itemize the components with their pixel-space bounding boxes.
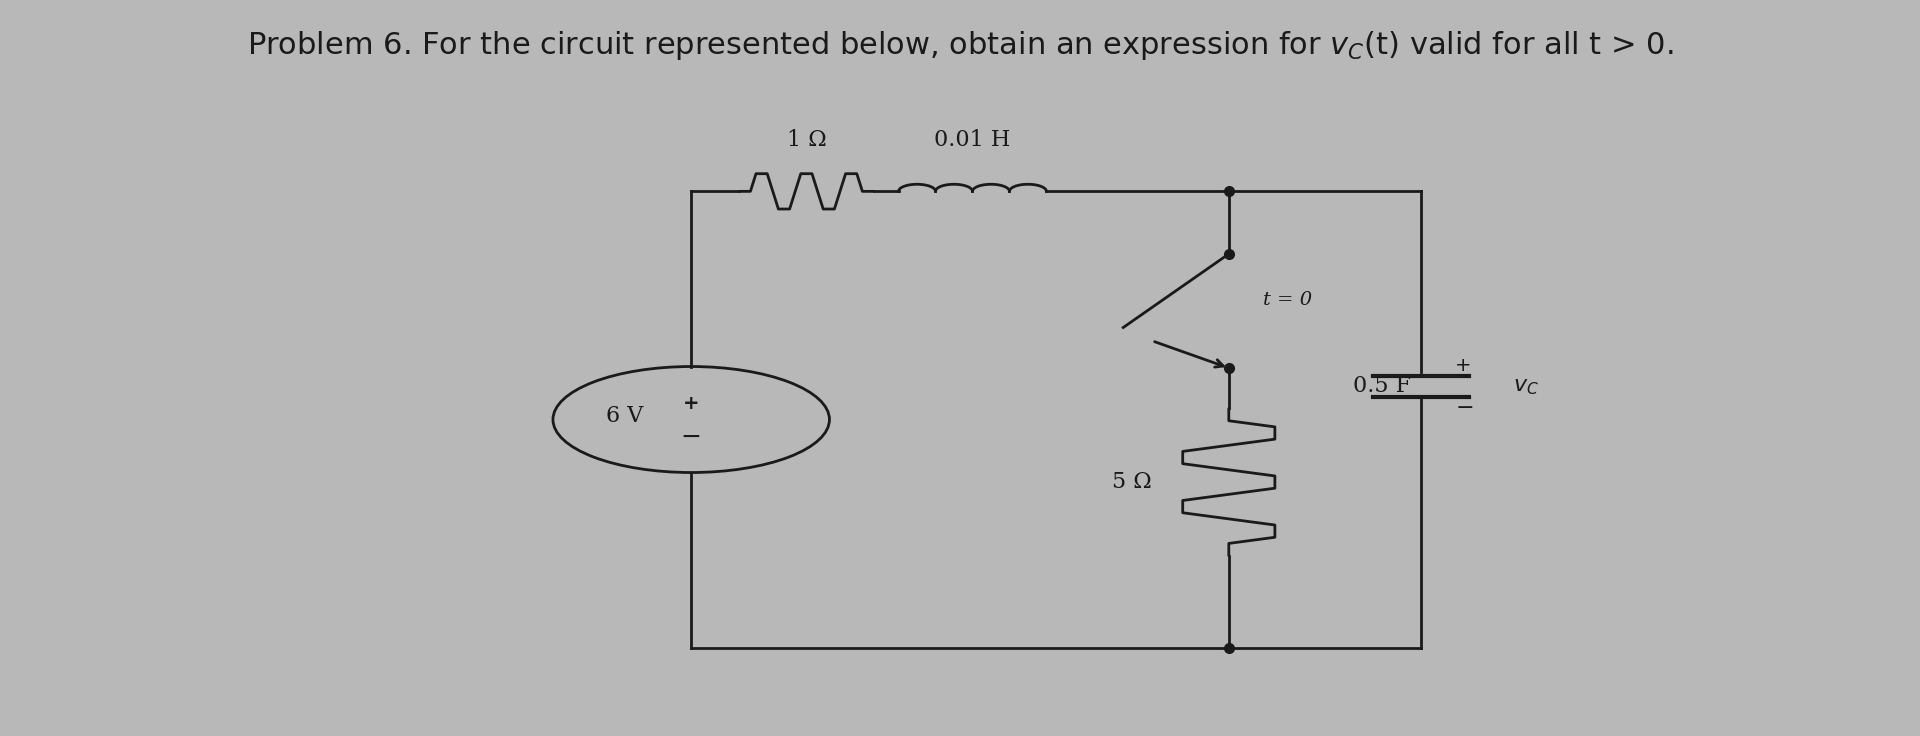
Text: 1 Ω: 1 Ω [787,129,826,151]
Text: +: + [684,394,699,413]
Text: 0.01 H: 0.01 H [935,129,1010,151]
Text: 5 Ω: 5 Ω [1112,471,1152,493]
Text: 6 V: 6 V [607,405,643,427]
Text: −: − [1455,397,1475,418]
Text: +: + [1455,355,1473,375]
Text: t = 0: t = 0 [1263,291,1313,309]
Text: $v_C$: $v_C$ [1513,375,1540,397]
Text: −: − [682,425,701,449]
Text: Problem 6. For the circuit represented below, obtain an expression for $v_C$(t) : Problem 6. For the circuit represented b… [248,29,1672,63]
Text: 0.5 F: 0.5 F [1354,375,1411,397]
